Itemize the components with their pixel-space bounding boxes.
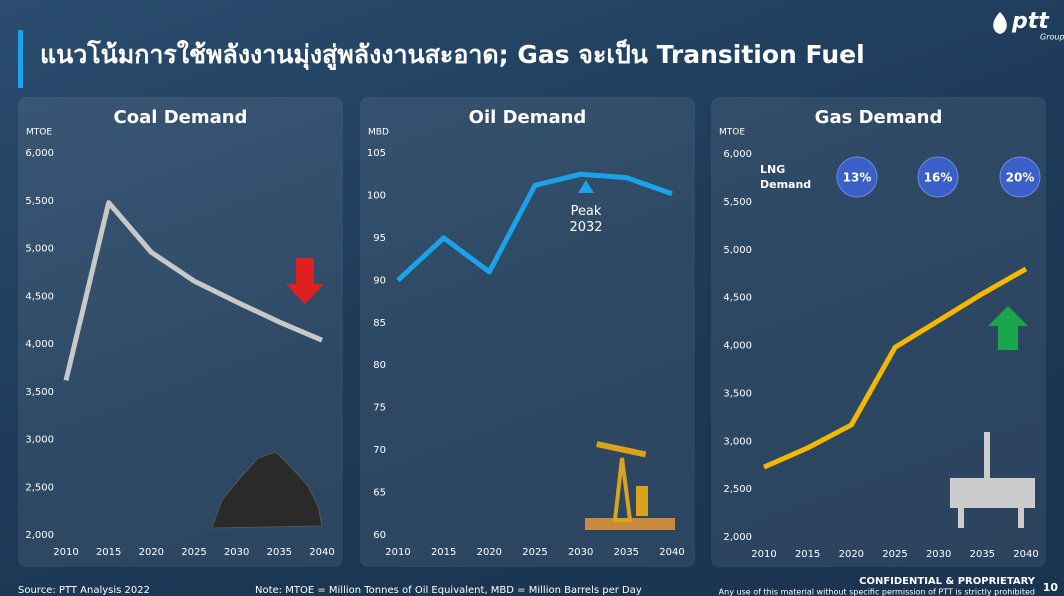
y-tick-label: 4,000 [25,339,54,350]
up-arrow [988,306,1028,350]
y-axis-label: MTOE [26,128,52,138]
y-tick-label: 80 [373,360,386,371]
x-tick-label: 2030 [568,547,593,558]
chart-title: Coal Demand [114,107,248,128]
panel [711,97,1046,567]
y-axis-label: MTOE [719,128,745,138]
coal-icon [211,451,323,529]
down-arrow [286,258,324,304]
demand-line [762,266,1028,470]
y-tick-label: 3,500 [25,387,54,398]
y-tick-label: 65 [373,488,386,499]
x-tick-label: 2010 [751,549,776,560]
y-tick-label: 100 [367,190,386,201]
y-tick-label: 2,000 [723,532,752,543]
logo-flame [993,12,1007,34]
y-tick-label: 5,000 [723,245,752,256]
lng-value-label: 13% [843,171,872,185]
x-tick-label: 2015 [795,549,820,560]
y-tick-label: 4,500 [25,291,54,302]
panel [18,97,343,567]
pumpjack-icon [585,441,675,530]
confidential: CONFIDENTIAL & PROPRIETARY [859,576,1036,587]
disclaimer: Any use of this material without specifi… [719,588,1035,596]
chart-title: Gas Demand [815,107,943,128]
title-bar [18,30,23,88]
y-tick-label: 95 [373,233,386,244]
y-axis-label: MBD [368,128,389,138]
y-tick-label: 4,000 [723,341,752,352]
x-tick-label: 2015 [96,547,121,558]
logo: ptt [1011,9,1050,34]
x-tick-label: 2030 [926,549,951,560]
y-tick-label: 70 [373,445,386,456]
x-tick-label: 2025 [522,547,547,558]
x-tick-label: 2020 [839,549,864,560]
lng-value-label: 20% [1006,171,1035,185]
x-tick-label: 2010 [385,547,410,558]
lng-bubble [836,156,878,198]
lng-label: LNG Demand [760,163,812,191]
y-tick-label: 90 [373,275,386,286]
y-tick-label: 3,500 [723,388,752,399]
rig-icon [950,432,1035,528]
x-tick-label: 2035 [970,549,995,560]
y-tick-label: 6,000 [25,148,54,159]
page-number: 10 [1043,581,1059,594]
y-tick-label: 6,000 [723,149,752,160]
y-tick-label: 5,500 [25,196,54,207]
y-tick-label: 60 [373,530,386,541]
source: Source: PTT Analysis 2022 [18,585,150,596]
x-tick-label: 2035 [614,547,639,558]
y-tick-label: 5,000 [25,244,54,255]
y-tick-label: 2,500 [723,484,752,495]
y-tick-label: 2,500 [25,482,54,493]
peak-annotation: Peak 2032 [569,204,603,235]
y-tick-label: 85 [373,318,386,329]
x-tick-label: 2010 [53,547,78,558]
slide-title: แนวโน้มการใช้พลังงานมุ่งสู่พลังงานสะอาด;… [40,39,865,71]
x-tick-label: 2020 [139,547,164,558]
demand-line [63,200,323,381]
lng-bubble [999,156,1041,198]
peak-marker [578,180,594,193]
y-tick-label: 3,000 [723,436,752,447]
y-tick-label: 5,500 [723,197,752,208]
x-tick-label: 2040 [1013,549,1038,560]
x-tick-label: 2040 [659,547,684,558]
lng-bubble [917,156,959,198]
x-tick-label: 2040 [309,547,334,558]
y-tick-label: 4,500 [723,293,752,304]
y-tick-label: 75 [373,403,386,414]
demand-line [396,171,673,283]
note: Note: MTOE = Million Tonnes of Oil Equiv… [255,585,642,596]
y-tick-label: 2,000 [25,530,54,541]
y-tick-label: 105 [367,148,386,159]
lng-value-label: 16% [924,171,953,185]
x-tick-label: 2025 [882,549,907,560]
x-tick-label: 2035 [267,547,292,558]
x-tick-label: 2025 [181,547,206,558]
y-tick-label: 3,000 [25,435,54,446]
x-tick-label: 2020 [477,547,502,558]
logo-sub: Group [1040,33,1064,42]
chart-title: Oil Demand [469,107,587,128]
x-tick-label: 2030 [224,547,249,558]
x-tick-label: 2015 [431,547,456,558]
